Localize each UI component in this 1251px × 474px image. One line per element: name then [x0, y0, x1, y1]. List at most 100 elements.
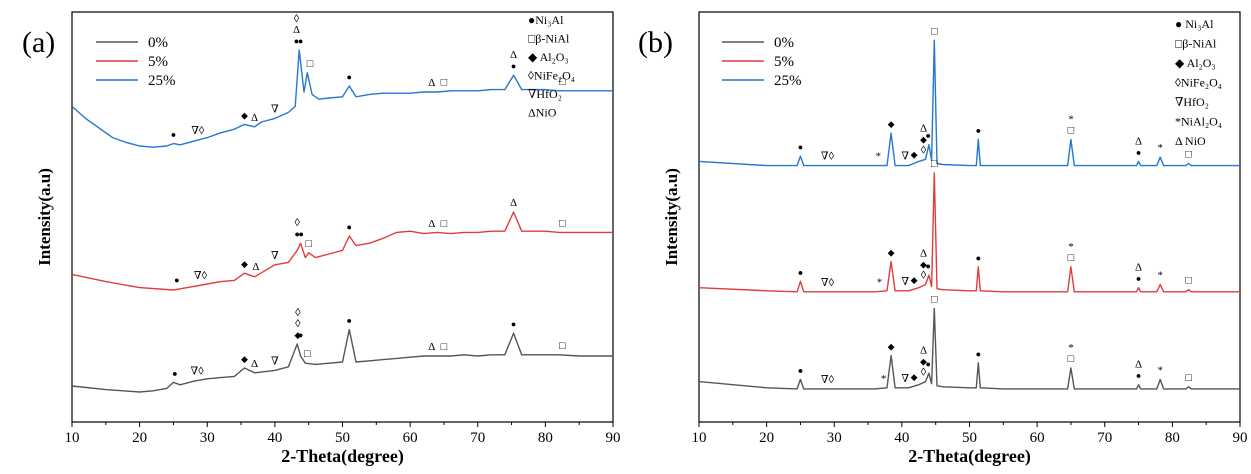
- x-tick-label: 10: [692, 430, 707, 446]
- peak-marker: □: [931, 294, 938, 306]
- peak-marker: ●: [1136, 147, 1141, 157]
- series-line-5pct: [698, 172, 1240, 293]
- peak-marker: ∇: [271, 250, 279, 262]
- peak-marker: ●: [926, 261, 931, 271]
- x-tick-label: 60: [1030, 430, 1045, 446]
- x-tick-label: 40: [894, 430, 909, 446]
- peak-marker: ◆: [888, 248, 895, 258]
- x-tick-label: 50: [962, 430, 977, 446]
- peak-marker: ●: [347, 72, 352, 82]
- phase-legend-item: ΔNiO: [528, 106, 557, 120]
- peak-marker: □: [307, 58, 314, 70]
- peak-marker: □: [559, 340, 566, 352]
- peak-marker: ∇: [271, 103, 279, 115]
- x-tick-label: 30: [827, 430, 842, 446]
- peak-marker: □: [1068, 353, 1075, 365]
- phase-legend-item: ◆ Al₂O₃: [528, 50, 569, 64]
- chart-panel-a: (a) 10 20 30 40 50 60 70 80 90 2-Theta(degree) Inte…: [22, 11, 621, 467]
- panel-label: (a): [22, 26, 55, 59]
- y-axis-label: Intensity(a.u): [35, 168, 54, 266]
- peak-marker: ◆: [294, 330, 301, 340]
- peak-marker: *: [877, 276, 883, 288]
- peak-marker: □: [559, 76, 566, 88]
- peak-marker: Δ: [920, 248, 927, 260]
- peak-marker: *: [875, 151, 881, 163]
- peak-marker: ●: [976, 125, 981, 135]
- peak-marker: ●: [511, 61, 516, 71]
- peak-marker: Δ: [920, 345, 927, 357]
- peak-marker: □: [441, 76, 448, 88]
- peak-marker: ●: [926, 359, 931, 369]
- peak-marker: ◊: [921, 270, 927, 282]
- peak-marker: ∇: [271, 355, 279, 367]
- peak-marker: ●: [298, 36, 303, 46]
- peak-marker: ◊: [294, 13, 300, 25]
- peak-marker: *: [1157, 364, 1163, 376]
- y-axis-label: Intensity(a.u): [662, 168, 681, 266]
- series-line-25pct: [71, 49, 613, 148]
- peak-marker: ●: [1136, 371, 1141, 381]
- x-tick-label: 90: [606, 430, 621, 446]
- phase-legend-item: □β-NiAl: [1175, 37, 1217, 51]
- phase-legend-item: ◆ Al₂O₃: [1175, 56, 1216, 70]
- x-tick-label: 60: [403, 430, 418, 446]
- peak-marker: ∇◊: [821, 374, 835, 386]
- peak-marker: ◆: [920, 357, 927, 367]
- peak-marker: □: [441, 218, 448, 230]
- peak-marker: Δ: [510, 49, 517, 61]
- peak-marker: ◆: [920, 134, 927, 144]
- peak-marker: ◆: [911, 275, 918, 285]
- panel-label: (b): [638, 26, 673, 59]
- peak-marker: ◆: [888, 119, 895, 129]
- x-tick-label: 70: [470, 430, 485, 446]
- peak-marker: ●: [511, 319, 516, 329]
- phase-legend-item: □β-NiAl: [528, 32, 570, 46]
- x-tick-label: 80: [538, 430, 553, 446]
- x-axis-label: 2-Theta(degree): [281, 446, 404, 467]
- peak-marker: Δ: [428, 218, 435, 230]
- peak-marker: □: [1185, 275, 1192, 287]
- peak-marker: ◆: [888, 341, 895, 351]
- peak-marker: □: [304, 348, 311, 360]
- peak-marker: *: [1068, 342, 1074, 354]
- peak-marker: Δ: [1135, 262, 1142, 274]
- peak-marker: ●: [1136, 274, 1141, 284]
- phase-legend-item: *NiAl₂O₄: [1175, 115, 1222, 129]
- peak-marker: □: [1068, 252, 1075, 264]
- peak-marker: ∇: [901, 373, 909, 385]
- peak-marker: ◆: [241, 354, 248, 364]
- peak-marker: ●: [347, 222, 352, 232]
- peak-marker: *: [1068, 113, 1074, 125]
- series-line-25pct: [698, 39, 1240, 167]
- peak-marker: ◊: [295, 307, 301, 319]
- x-tick-label: 90: [1233, 430, 1248, 446]
- peak-marker: ∇◊: [191, 125, 205, 137]
- peak-marker: ◊: [295, 318, 301, 330]
- phase-legend-item: ◊NiFe₂O₄: [1175, 76, 1222, 90]
- peak-marker: ●: [976, 349, 981, 359]
- peak-marker: ●: [976, 253, 981, 263]
- peak-marker: ∇◊: [821, 151, 835, 163]
- peak-marker: ∇: [901, 276, 909, 288]
- peak-marker: ●: [294, 229, 299, 239]
- peak-marker: Δ: [428, 341, 435, 353]
- peak-marker: Δ: [510, 197, 517, 209]
- peak-marker: ●: [299, 229, 304, 239]
- peak-marker: ◊: [921, 367, 927, 379]
- x-tick-label: 80: [1165, 430, 1180, 446]
- peak-marker: □: [1185, 372, 1192, 384]
- peak-marker: ◊: [921, 144, 927, 156]
- legend-label: 5%: [774, 54, 794, 70]
- peak-marker: Δ: [1135, 135, 1142, 147]
- peak-marker: ◆: [241, 259, 248, 269]
- series-line-5pct: [71, 211, 613, 291]
- peak-marker: ◆: [920, 260, 927, 270]
- series-line-0pct: [698, 307, 1240, 390]
- chart-panel-b: (b) 10 20 30 40 50 60 70 80 90 2-Theta(degree) Inte…: [638, 11, 1248, 467]
- peak-marker: Δ: [251, 358, 258, 370]
- phase-legend-item: ◊NiFe₂O₄: [528, 69, 575, 83]
- series-line-0pct: [71, 328, 613, 393]
- peak-marker: ●: [798, 267, 803, 277]
- phase-legend-item: ∇HfO₂: [1175, 95, 1209, 109]
- peak-marker: ◆: [911, 149, 918, 159]
